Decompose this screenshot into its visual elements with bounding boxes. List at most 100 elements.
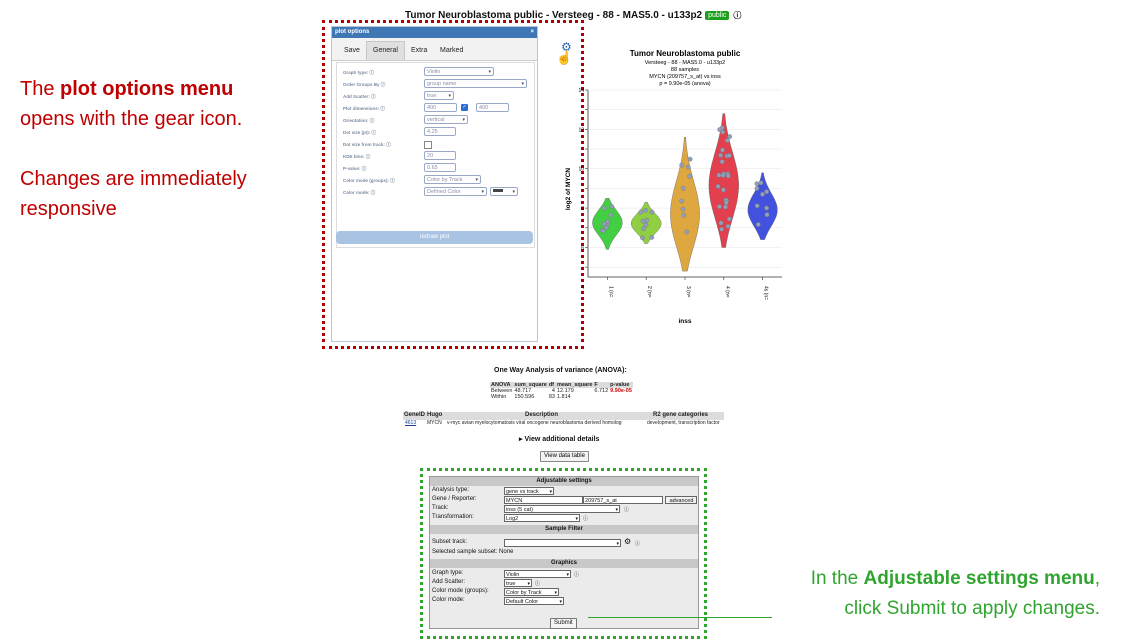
data-point <box>717 204 722 209</box>
add-scatter-select[interactable]: true ▾ <box>504 579 532 587</box>
violins <box>592 113 778 272</box>
x-tick-label: 3 (n= <box>685 286 691 298</box>
data-point <box>649 235 655 240</box>
anova-header-cell: p-value <box>609 382 633 388</box>
data-point <box>716 172 722 178</box>
info-icon[interactable]: ⓘ <box>624 507 630 513</box>
data-point <box>718 152 723 158</box>
color-mode-label: Color mode: <box>432 597 465 603</box>
redraw-plot-button[interactable]: redraw plot <box>336 231 533 244</box>
x-tick-label: 4 (n= <box>724 286 730 298</box>
data-point <box>724 138 730 143</box>
data-point <box>715 184 721 189</box>
anova-row: Between 48.717 4 12.179 6.712 9.90e-05 <box>490 388 633 394</box>
dot-size-input[interactable]: 4.25 <box>424 127 456 136</box>
tab-marked[interactable]: Marked <box>440 47 464 54</box>
anova-cell <box>609 394 633 400</box>
submit-button[interactable]: Submit <box>550 618 577 629</box>
gear-icon[interactable]: ⚙ <box>624 537 632 546</box>
dialog-header: plot options × <box>332 27 537 38</box>
info-icon[interactable]: ⓘ <box>635 541 641 547</box>
data-point <box>723 204 728 210</box>
info-icon[interactable]: ⓘ <box>733 11 742 20</box>
orientation-select[interactable]: vertical ▾ <box>424 115 468 124</box>
option-label: Dot size from track: ⓘ <box>343 142 391 147</box>
x-axis-label: inss <box>678 318 691 325</box>
reporter-input[interactable]: 209757_s_at <box>583 496 663 504</box>
data-point <box>600 228 606 234</box>
info-icon[interactable]: ⓘ <box>535 581 541 587</box>
violin-shape <box>747 172 778 240</box>
anova-cell: 12.179 <box>556 388 574 394</box>
tab-extra[interactable]: Extra <box>411 47 428 54</box>
gene-id-link[interactable]: 4613 <box>405 420 417 426</box>
data-point <box>643 207 648 213</box>
dot-size-track-checkbox[interactable] <box>424 141 432 149</box>
anova-header-row: ANOVA sum_square df mean_square F p-valu… <box>490 382 633 388</box>
gene-table-row: 4613 MYCN v-myc avian myelocytomatosis v… <box>403 420 724 428</box>
data-point <box>640 218 646 224</box>
data-point <box>641 226 646 231</box>
view-additional-details-link[interactable]: ▸ View additional details <box>519 436 600 443</box>
view-data-table-button[interactable]: View data table <box>540 451 589 462</box>
y-tick-label: 4 <box>581 285 584 291</box>
advanced-button[interactable]: advanced <box>665 496 697 504</box>
data-point <box>723 200 729 206</box>
gene-description: v-myc avian myelocytomatosis viral oncog… <box>447 420 622 426</box>
analysis-type-select[interactable]: gene vs track ▾ <box>504 487 554 495</box>
callout-line <box>588 617 772 618</box>
subset-track-select[interactable]: ▾ <box>504 539 621 547</box>
subset-track-label: Subset track: <box>432 539 468 545</box>
color-mode-groups-select[interactable]: Color by Track ▾ <box>504 588 559 596</box>
graph-type-select[interactable]: Violin ▾ <box>504 570 571 578</box>
gene-input[interactable]: MYCN <box>504 496 583 504</box>
option-label: P-value: ⓘ <box>343 166 367 171</box>
plot-height-input[interactable]: 400 <box>476 103 509 112</box>
transformation-select[interactable]: Log2 ▾ <box>504 514 580 522</box>
annotation-bold: Adjustable settings menu <box>863 568 1095 589</box>
color-mode-select[interactable]: Default Color ▾ <box>504 597 564 605</box>
page-title: Tumor Neuroblastoma public - Versteeg - … <box>405 10 765 21</box>
graph-type-select[interactable]: Violin ▾ <box>424 67 494 76</box>
color-mode-groups-select[interactable]: Color by Track ▾ <box>424 175 481 184</box>
close-icon[interactable]: × <box>530 29 534 35</box>
data-point <box>687 173 692 179</box>
kde-bins-input[interactable]: 20 <box>424 151 456 160</box>
annotation-text: opens with the gear icon. <box>20 108 243 130</box>
data-point <box>680 185 686 191</box>
data-point <box>727 216 732 222</box>
color-picker[interactable]: ▾ <box>490 187 518 196</box>
info-icon[interactable]: ⓘ <box>583 516 589 522</box>
chart-subtitle-line: p = 9.90e-05 (anova) <box>659 81 710 87</box>
gear-icon[interactable]: ⚙ <box>561 40 572 54</box>
anova-row: Within 150.596 83 1.814 <box>490 394 633 400</box>
info-icon[interactable]: ⓘ <box>574 572 580 578</box>
chart-title: Tumor Neuroblastoma public <box>630 49 741 58</box>
data-point <box>725 173 731 179</box>
violin-shape <box>708 113 739 248</box>
tab-save[interactable]: Save <box>344 47 360 54</box>
plot-options-highlight <box>322 20 584 349</box>
plot-width-input[interactable]: 400 <box>424 103 457 112</box>
anova-cell: 48.717 <box>514 388 532 394</box>
tab-general[interactable]: General <box>366 41 405 60</box>
data-point <box>726 153 732 158</box>
add-scatter-select[interactable]: true ▾ <box>424 91 454 100</box>
data-point <box>609 204 615 209</box>
dialog-tabs: Save General Extra Marked <box>332 38 537 61</box>
lock-ratio-checkbox[interactable]: ✓ <box>461 104 468 111</box>
anova-cell: 6.712 <box>594 388 609 394</box>
anova-cell: Within <box>491 394 507 400</box>
y-tick-label: 10 <box>578 167 584 173</box>
track-select[interactable]: inss (5 cat) ▾ <box>504 505 620 513</box>
annotation-text: , <box>1094 568 1100 589</box>
public-badge: public <box>705 11 730 20</box>
p-value-input[interactable]: 0.65 <box>424 163 456 172</box>
anova-header-cell: F <box>593 382 610 388</box>
order-groups-select[interactable]: group name ▾ <box>424 79 527 88</box>
adjustable-settings-panel: Adjustable settings Analysis type: gene … <box>429 476 699 629</box>
option-label: Dot size (pt): ⓘ <box>343 130 377 135</box>
data-point <box>684 229 690 235</box>
color-mode-select[interactable]: Defined Color ▾ <box>424 187 487 196</box>
data-point <box>649 209 655 215</box>
